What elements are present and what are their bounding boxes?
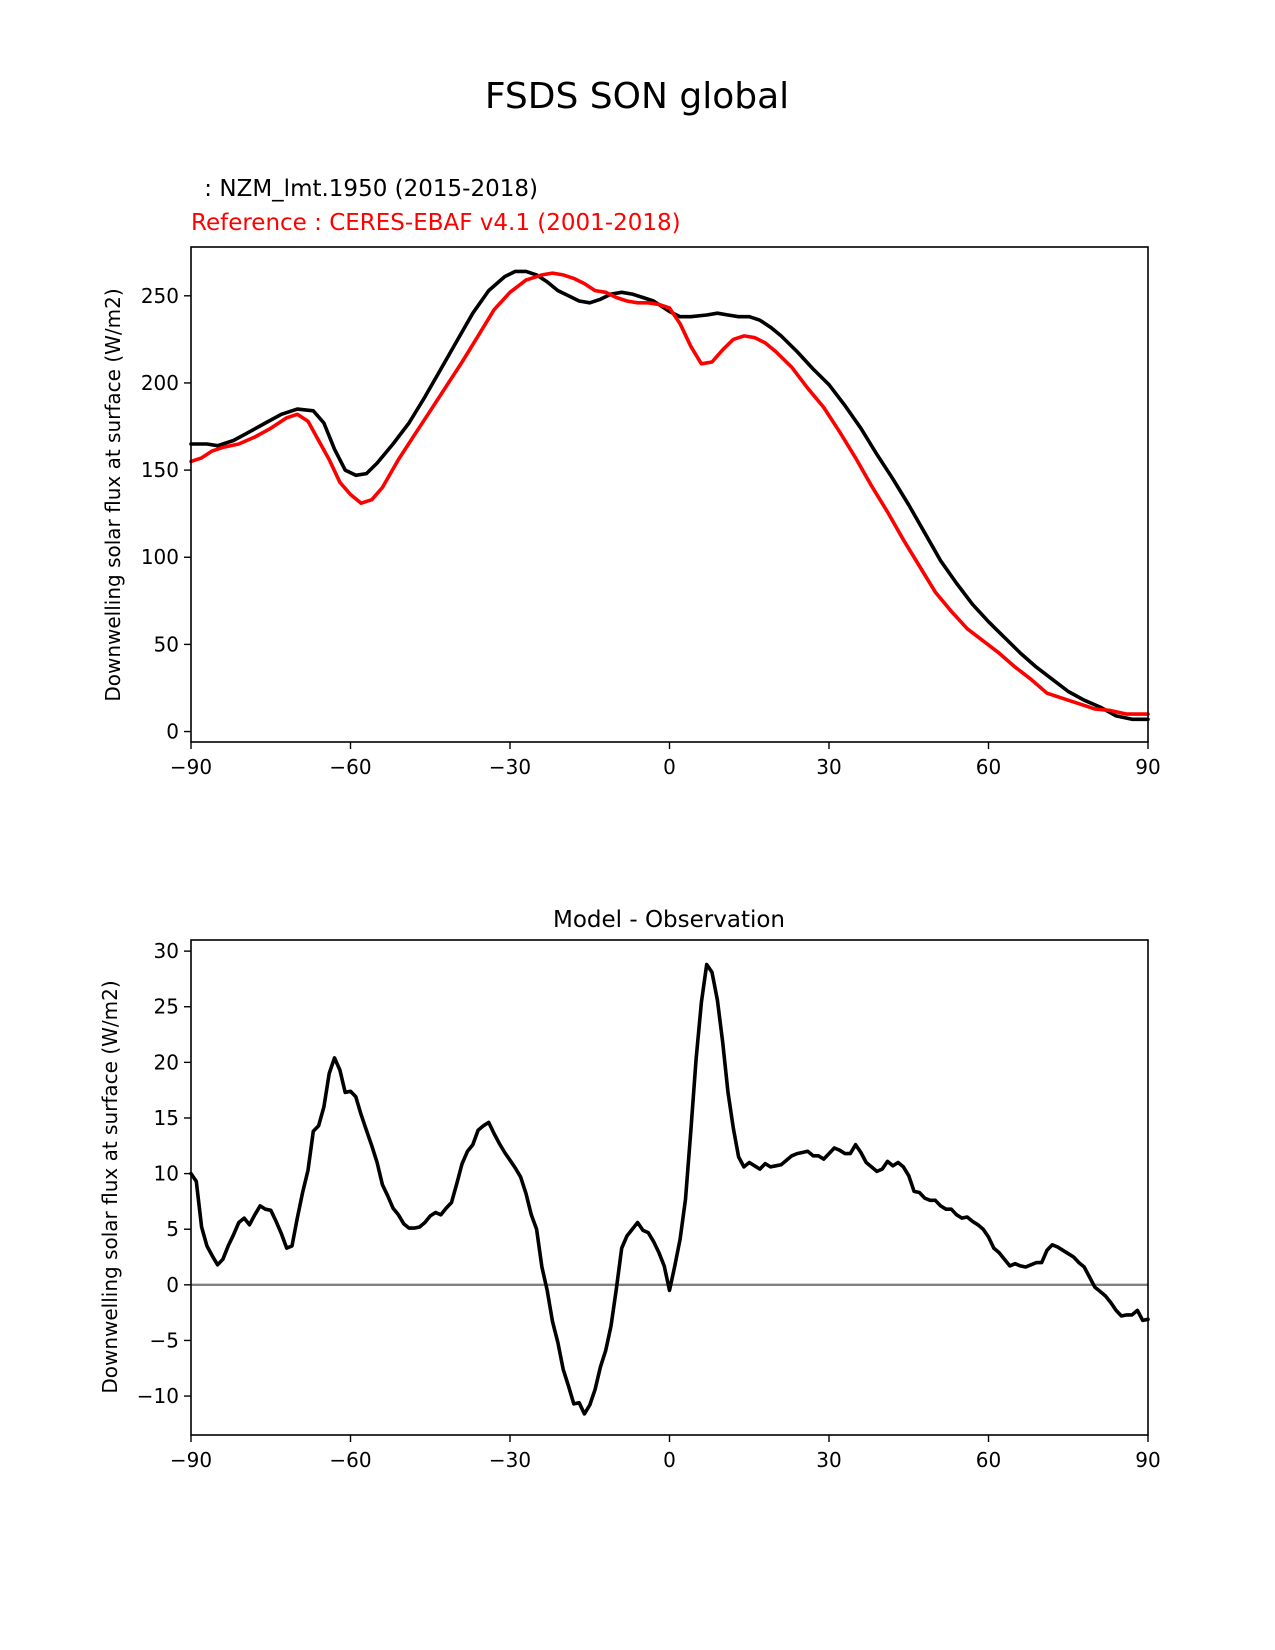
x-tick-label: 60: [976, 755, 1001, 779]
x-tick-label: 30: [816, 1448, 841, 1472]
model-label: : NZM_lmt.1950 (2015-2018): [197, 176, 538, 202]
y-tick-label: 0: [166, 1273, 179, 1297]
mean-panel: : NZM_lmt.1950 (2015-2018) Reference : C…: [101, 176, 1161, 779]
y-tick-label: 20: [154, 1050, 179, 1074]
plot-frame: [190, 246, 1149, 743]
y-tick-label: 50: [154, 632, 179, 656]
x-tick-label: −60: [329, 755, 371, 779]
series-line-1: [189, 271, 1150, 716]
difference-title: Model - Observation: [553, 907, 785, 933]
y-tick-label: −10: [137, 1384, 179, 1408]
series-line-0: [189, 962, 1150, 1416]
y-tick-label: −5: [150, 1328, 179, 1352]
x-tick-label: −90: [170, 755, 212, 779]
y-tick-label: 10: [154, 1162, 179, 1186]
x-tick-label: 90: [1135, 1448, 1160, 1472]
y-tick-label: 200: [141, 371, 179, 395]
y-tick-label: 150: [141, 458, 179, 482]
x-tick-label: 0: [663, 755, 676, 779]
y-tick-label: 25: [154, 995, 179, 1019]
series-line-0: [189, 269, 1150, 722]
x-tick-label: −30: [489, 755, 531, 779]
x-tick-label: 30: [816, 755, 841, 779]
x-tick-label: 60: [976, 1448, 1001, 1472]
y-tick-label: 250: [141, 284, 179, 308]
y-tick-label: 0: [166, 720, 179, 744]
x-tick-label: −90: [170, 1448, 212, 1472]
x-tick-label: −30: [489, 1448, 531, 1472]
plot-frame: [190, 939, 1149, 1436]
y-tick-label: 15: [154, 1106, 179, 1130]
x-tick-label: −60: [329, 1448, 371, 1472]
difference-panel: Model - Observation Downwelling solar fl…: [98, 907, 1161, 1472]
y-tick-label: 30: [154, 939, 179, 963]
figure-title: FSDS SON global: [485, 76, 789, 117]
y-tick-label: 100: [141, 545, 179, 569]
x-tick-label: 0: [663, 1448, 676, 1472]
y-tick-label: 5: [166, 1217, 179, 1241]
x-tick-label: 90: [1135, 755, 1160, 779]
y-axis-label: Downwelling solar flux at surface (W/m2): [98, 980, 122, 1393]
reference-label: Reference : CERES-EBAF v4.1 (2001-2018): [191, 210, 681, 236]
y-axis-label: Downwelling solar flux at surface (W/m2): [101, 288, 125, 701]
